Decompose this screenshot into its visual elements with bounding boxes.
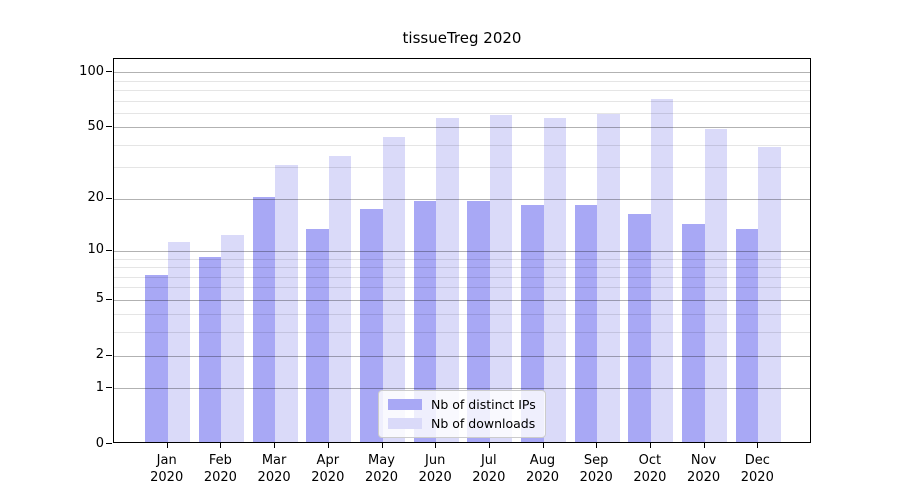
y-major-gridline [114, 388, 810, 390]
bar-downloads-aug [543, 117, 566, 442]
bar-ips-dec [735, 229, 759, 442]
y-minor-gridline [114, 90, 810, 91]
y-minor-gridline [114, 267, 810, 268]
y-minor-gridline [114, 167, 810, 169]
y-tick-mark [106, 298, 112, 300]
bar-downloads-jul [489, 114, 513, 442]
x-tick-mark [435, 443, 437, 448]
bar-ips-oct [628, 213, 651, 442]
x-tick-label: Jul 2020 [472, 453, 506, 485]
x-tick-mark [166, 443, 168, 448]
y-tick-mark [106, 126, 112, 128]
legend-label-distinct-ips: Nb of distinct IPs [431, 397, 536, 412]
x-tick-mark [542, 443, 544, 448]
x-tick-label: Oct 2020 [633, 453, 667, 485]
grid-layer [114, 59, 810, 442]
y-minor-gridline [114, 258, 810, 260]
bar-downloads-jan [167, 241, 191, 442]
x-tick-label: Jan 2020 [150, 453, 184, 485]
bar-ips-aug [521, 204, 544, 442]
bar-ips-nov [682, 223, 705, 442]
bar-ips-mar [252, 196, 276, 442]
bar-downloads-feb [221, 235, 244, 442]
x-tick-mark [274, 443, 276, 448]
bars-layer [114, 59, 810, 442]
x-tick-label: Aug 2020 [525, 453, 560, 485]
y-major-gridline [114, 299, 810, 301]
y-minor-gridline [114, 332, 810, 334]
y-tick-mark [106, 443, 112, 444]
bar-downloads-dec [758, 146, 781, 442]
chart-title: tissueTreg 2020 [402, 29, 522, 47]
x-tick-mark [649, 443, 651, 448]
y-tick-label: 100 [79, 63, 104, 79]
bar-ips-may [360, 209, 383, 442]
x-tick-mark [703, 443, 705, 448]
y-minor-gridline [114, 144, 810, 146]
x-tick-mark [488, 443, 490, 448]
x-tick-mark [220, 443, 222, 448]
x-tick-mark [757, 443, 759, 448]
x-tick-mark [381, 443, 383, 448]
x-tick-label: Sep 2020 [579, 453, 613, 485]
y-tick-mark [106, 387, 112, 389]
y-major-gridline [114, 250, 810, 252]
y-major-gridline [114, 127, 810, 129]
y-major-gridline [114, 72, 810, 74]
x-tick-mark [596, 443, 598, 448]
bar-ips-apr [306, 229, 329, 442]
y-major-gridline [114, 198, 810, 200]
x-tick-label: Apr 2020 [311, 453, 345, 485]
x-tick-label: Nov 2020 [687, 453, 721, 485]
y-minor-gridline [114, 100, 810, 102]
y-minor-gridline [114, 314, 810, 316]
x-tick-label: May 2020 [364, 453, 399, 485]
legend-swatch-distinct-ips [388, 399, 422, 410]
y-major-gridline [114, 355, 810, 357]
y-tick-label: 50 [87, 118, 104, 134]
x-tick-label: Dec 2020 [740, 453, 774, 485]
y-tick-label: 5 [95, 291, 104, 307]
legend-label-downloads: Nb of downloads [431, 416, 536, 431]
y-tick-label: 0 [95, 435, 104, 451]
y-tick-mark [106, 354, 112, 356]
y-tick-label: 1 [95, 379, 104, 395]
bar-downloads-oct [650, 98, 674, 442]
x-tick-mark [327, 443, 329, 448]
bar-downloads-mar [275, 165, 298, 442]
bar-downloads-jun [436, 117, 459, 442]
x-tick-label: Feb 2020 [203, 453, 237, 485]
legend-item-distinct-ips: Nb of distinct IPs [388, 397, 536, 412]
y-tick-label: 20 [87, 190, 104, 206]
y-tick-label: 10 [87, 242, 104, 258]
bar-downloads-sep [597, 113, 620, 442]
bar-ips-sep [574, 204, 598, 442]
plot-area [113, 58, 811, 443]
y-tick-label: 2 [95, 347, 104, 362]
legend: Nb of distinct IPs Nb of downloads [378, 390, 546, 438]
bar-ips-feb [198, 256, 222, 442]
y-tick-mark [106, 197, 112, 199]
legend-item-downloads: Nb of downloads [388, 416, 536, 431]
bar-downloads-apr [328, 155, 352, 442]
bar-ips-jan [145, 274, 168, 442]
bar-ips-jul [467, 200, 490, 442]
x-tick-label: Jun 2020 [418, 453, 452, 485]
y-tick-mark [106, 249, 112, 251]
x-tick-label: Mar 2020 [257, 453, 291, 485]
bar-downloads-nov [704, 128, 728, 442]
y-minor-gridline [114, 287, 810, 289]
y-minor-gridline [114, 112, 810, 114]
y-minor-gridline [114, 276, 810, 278]
y-minor-gridline [114, 80, 810, 82]
y-tick-mark [106, 71, 112, 73]
bar-ips-jun [413, 200, 437, 442]
bar-downloads-may [382, 137, 405, 442]
legend-swatch-downloads [388, 418, 422, 429]
